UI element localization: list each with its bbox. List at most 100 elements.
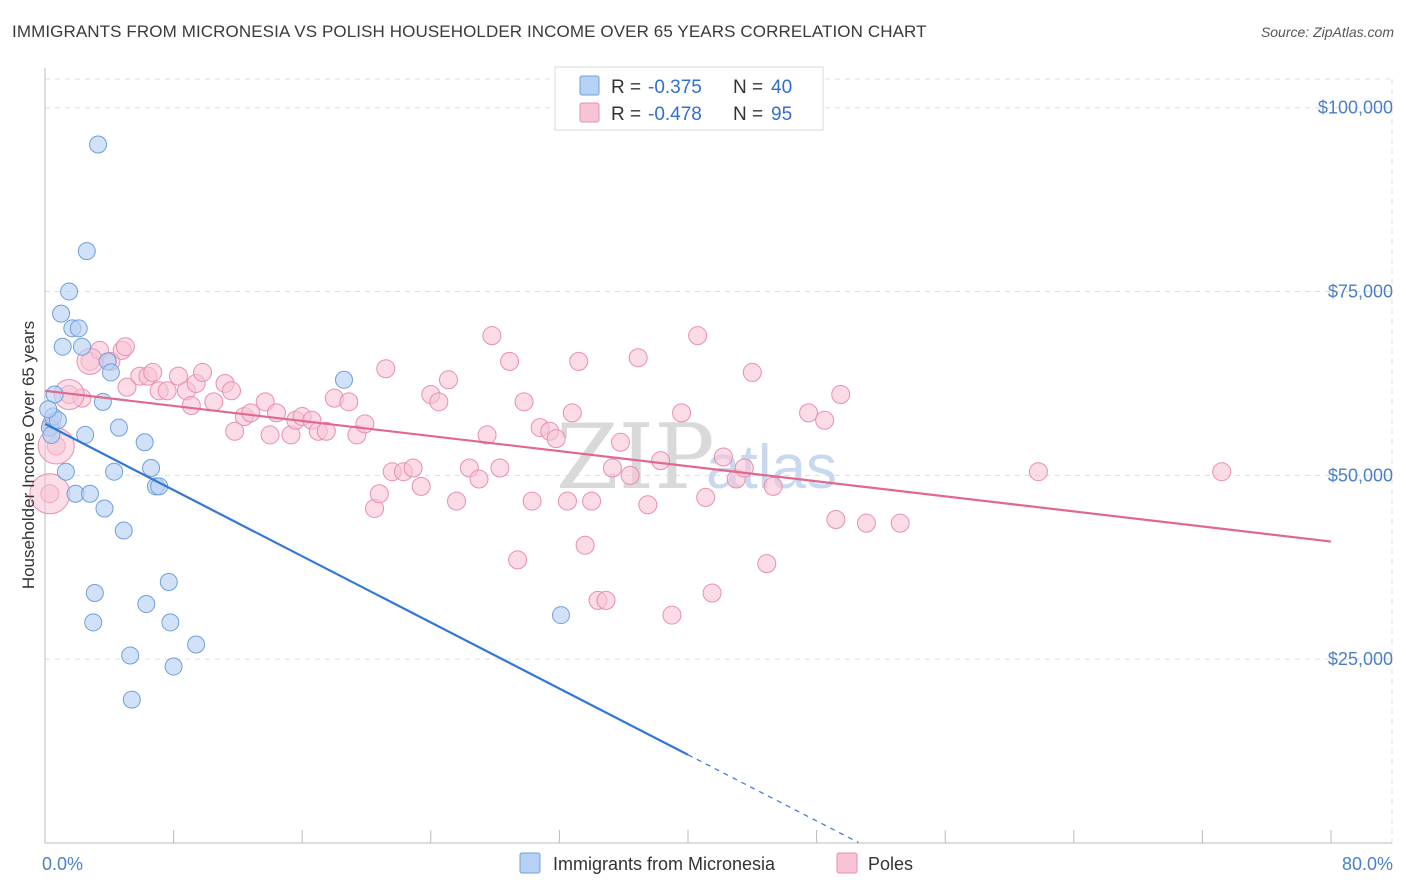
poles-point — [620, 465, 640, 485]
poles-point — [508, 550, 528, 570]
poles-point — [662, 605, 682, 625]
poles-point — [429, 392, 449, 412]
micronesia-point — [122, 690, 141, 709]
poles-point — [1028, 462, 1048, 482]
poles-point — [447, 491, 467, 511]
poles-point — [369, 484, 389, 504]
poles-point — [522, 491, 542, 511]
micronesia-point — [109, 418, 128, 437]
grid-lines — [45, 78, 1393, 843]
poles-point — [856, 513, 876, 533]
watermark: ZIP atlas — [556, 405, 837, 510]
micronesia-point — [164, 657, 183, 676]
bottom-legend-swatch-blue — [519, 852, 541, 874]
micronesia-point — [161, 613, 180, 632]
poles-point — [355, 414, 375, 434]
y-tick-label: $50,000 — [1328, 465, 1393, 485]
micronesia-point — [101, 363, 120, 382]
poles-point — [411, 476, 431, 496]
x-tick-labels: 0.0% 80.0% — [42, 854, 1393, 874]
micronesia-point — [135, 433, 154, 452]
micronesia-trend-line — [44, 422, 689, 756]
legend-swatch-blue — [579, 75, 600, 96]
x-tick-label: 0.0% — [42, 854, 83, 874]
micronesia-point — [69, 319, 88, 338]
micronesia-point — [95, 499, 114, 518]
micronesia-point — [84, 613, 103, 632]
poles-point — [403, 458, 423, 478]
legend-swatch-pink — [579, 102, 600, 123]
micronesia-point — [334, 370, 353, 389]
legend-r-value-1: -0.375 — [648, 77, 702, 98]
poles-point — [482, 326, 502, 346]
poles-point — [582, 491, 602, 511]
poles-point — [514, 392, 534, 412]
legend-n-value-2: 95 — [771, 104, 792, 125]
poles-point — [799, 403, 819, 423]
poles-point — [557, 491, 577, 511]
micronesia-point — [187, 635, 206, 654]
poles-point — [602, 458, 622, 478]
poles-point — [562, 403, 582, 423]
y-tick-label: $75,000 — [1328, 282, 1393, 302]
micronesia-point — [137, 595, 156, 614]
poles-point — [204, 392, 224, 412]
poles-point — [500, 351, 520, 371]
poles-point — [831, 384, 851, 404]
bottom-legend-swatch-pink — [836, 852, 858, 874]
micronesia-point — [159, 572, 178, 591]
poles-point — [757, 554, 777, 574]
bottom-legend: Immigrants from Micronesia Poles — [519, 852, 913, 874]
poles-point — [546, 429, 566, 449]
micronesia-point — [85, 584, 104, 603]
poles-point — [469, 469, 489, 489]
poles-point — [1212, 462, 1232, 482]
legend-n-value-1: 40 — [771, 77, 792, 98]
poles-point — [742, 362, 762, 382]
poles-point — [225, 421, 245, 441]
poles-point — [316, 421, 336, 441]
poles-point — [438, 370, 458, 390]
poles-points — [29, 326, 1232, 625]
bottom-legend-label-blue: Immigrants from Micronesia — [553, 854, 776, 874]
legend-r-label-2: R = — [611, 104, 641, 125]
y-tick-label: $100,000 — [1318, 98, 1393, 118]
x-tick-label: 80.0% — [1342, 854, 1393, 874]
micronesia-point — [89, 135, 108, 154]
legend-n-label-1: N = — [733, 77, 763, 98]
poles-point — [610, 432, 630, 452]
poles-point — [638, 495, 658, 515]
poles-point — [115, 337, 135, 357]
watermark-zip: ZIP — [556, 405, 715, 510]
poles-point — [815, 410, 835, 430]
micronesia-point — [81, 484, 100, 503]
poles-point — [628, 348, 648, 368]
micronesia-point — [114, 521, 133, 540]
y-tick-label: $25,000 — [1328, 649, 1393, 669]
micronesia-point — [53, 337, 72, 356]
poles-point — [143, 362, 163, 382]
legend-box — [554, 66, 824, 131]
poles-point — [157, 381, 177, 401]
micronesia-point — [52, 304, 71, 323]
micronesia-point — [142, 459, 161, 478]
top-legend: R = -0.375 N = 40 R = -0.478 N = 95 — [554, 66, 824, 131]
poles-point — [168, 366, 188, 386]
poles-point — [477, 425, 497, 445]
chart-title: IMMIGRANTS FROM MICRONESIA VS POLISH HOU… — [12, 22, 927, 41]
legend-r-value-2: -0.478 — [648, 104, 702, 125]
poles-point — [596, 590, 616, 610]
bottom-legend-label-pink: Poles — [868, 854, 913, 874]
poles-point — [890, 513, 910, 533]
poles-point — [339, 392, 359, 412]
micronesia-trend-extension — [687, 754, 859, 843]
micronesia-point — [72, 337, 91, 356]
poles-point — [688, 326, 708, 346]
poles-point — [376, 359, 396, 379]
trend-lines — [44, 389, 1332, 843]
poles-point — [826, 509, 846, 529]
poles-point — [672, 403, 692, 423]
poles-point — [181, 396, 201, 416]
poles-point — [575, 535, 595, 555]
